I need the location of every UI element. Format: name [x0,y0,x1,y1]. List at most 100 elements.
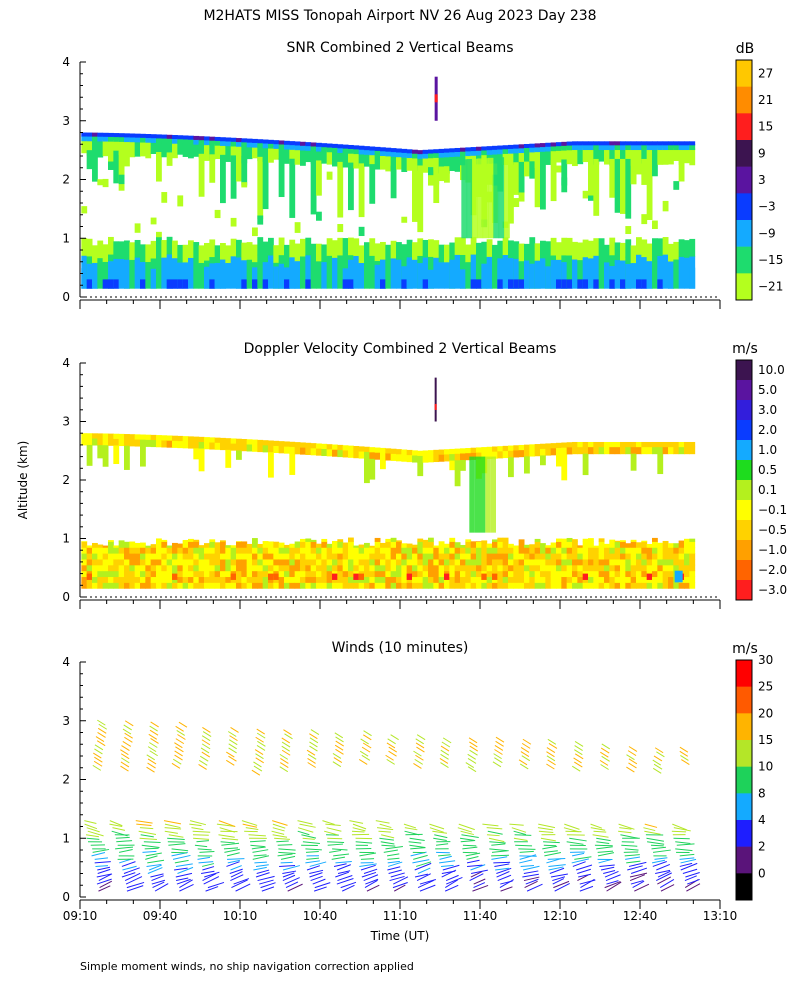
snr-cell [556,165,562,173]
wind-barb [335,748,344,755]
doppler-cell [486,558,493,566]
snr-cell [540,150,546,163]
colorbar-swatch [736,140,752,167]
wind-barb [242,823,258,828]
doppler-cell [124,434,130,440]
wind-barb [590,823,603,829]
wind-barb [552,878,565,885]
doppler-cell [348,582,354,589]
doppler-cell [113,576,120,583]
doppler-cell [449,570,456,578]
doppler-cell [401,564,408,572]
doppler-cell [300,553,306,560]
wind-barb [151,879,166,885]
doppler-cell [540,553,546,560]
doppler-cell [502,450,509,459]
doppler-cell [124,445,130,470]
doppler-cell [337,576,344,583]
doppler-cell [166,564,173,572]
doppler-cell [300,564,306,572]
doppler-cell [300,541,306,548]
doppler-cell [545,443,552,449]
wind-barb [150,737,159,744]
wind-barb [440,762,449,768]
doppler-cell [374,564,381,572]
doppler-cell [412,558,418,566]
doppler-cell [145,582,152,589]
snr-cell [118,140,125,156]
snr-cell [646,266,653,289]
snr-cell [593,279,600,289]
wind-barb [393,876,409,885]
snr-cell [209,139,216,146]
wind-barb [673,837,690,840]
snr-cell [348,147,354,154]
wind-barb [189,823,202,827]
doppler-cell [422,564,429,572]
snr-cell [524,243,530,263]
snr-cell [284,140,290,145]
doppler-cell [534,553,541,560]
wind-barb [147,746,157,753]
wind-barb [256,745,266,751]
doppler-cell [433,570,440,578]
doppler-cell [268,582,274,589]
wind-barb [279,766,289,773]
doppler-cell [81,558,88,566]
wind-barb [325,823,341,826]
doppler-cell [561,558,568,566]
doppler-cell [513,582,520,589]
wind-barb [651,846,666,850]
snr-cell [482,158,489,239]
snr-cell [593,238,600,257]
y-tick-label: 1 [62,831,70,845]
wind-barb [441,741,451,748]
doppler-cell [556,570,562,578]
doppler-cell [332,449,338,457]
doppler-cell [385,564,392,572]
snr-cell [316,261,322,289]
doppler-cell [230,573,237,580]
doppler-cell [241,553,248,560]
doppler-cell [348,558,354,566]
doppler-cell [476,452,482,460]
snr-cell [177,279,184,289]
doppler-cell [614,564,621,572]
snr-cell [390,165,397,199]
doppler-cell [364,564,370,572]
doppler-cell [145,439,152,447]
doppler-cell [593,564,600,572]
doppler-cell [92,542,98,548]
snr-cell [438,166,445,182]
doppler-cell [556,576,562,583]
snr-cell [545,266,552,289]
wind-barb [163,820,182,825]
doppler-cell [252,547,258,554]
doppler-cell [326,448,333,457]
doppler-cell [652,582,658,589]
snr-cell [161,134,168,139]
wind-barb [414,758,423,765]
doppler-cell [657,558,664,566]
wind-barb [150,873,164,878]
snr-cell [566,237,573,257]
snr-cell [438,155,445,174]
doppler-cell [108,553,114,560]
snr-cell [118,241,125,260]
snr-cell [161,257,168,289]
doppler-cell [252,553,258,560]
wind-barb [491,843,506,846]
doppler-cell [172,558,178,566]
wind-barb [327,837,343,840]
snr-cell [257,142,264,148]
snr-cell [657,141,664,146]
snr-cell [172,135,178,140]
wind-barb [309,869,324,874]
doppler-cell [289,564,296,572]
doppler-cell [102,564,109,572]
doppler-cell [182,547,189,554]
snr-cell [166,137,173,144]
wind-barb [327,843,344,846]
doppler-cell [358,547,365,554]
doppler-cell [278,558,285,566]
